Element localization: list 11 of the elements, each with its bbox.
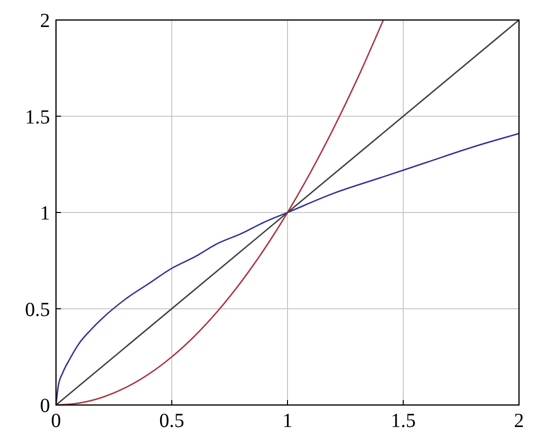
y-tick-label: 0.5 — [25, 298, 50, 321]
x-tick-label: 2 — [514, 410, 524, 432]
y-tick-label: 1 — [40, 202, 50, 224]
line-series — [56, 20, 384, 405]
x-tick-label: 0.5 — [159, 410, 184, 432]
x-tick-label: 1.5 — [390, 410, 416, 432]
line-series — [56, 132, 519, 405]
x-tick-label: 1 — [282, 410, 292, 432]
y-tick-label: 1.5 — [25, 106, 50, 128]
y-tick-label: 0 — [40, 395, 50, 417]
y-tick-label: 2 — [40, 10, 50, 32]
